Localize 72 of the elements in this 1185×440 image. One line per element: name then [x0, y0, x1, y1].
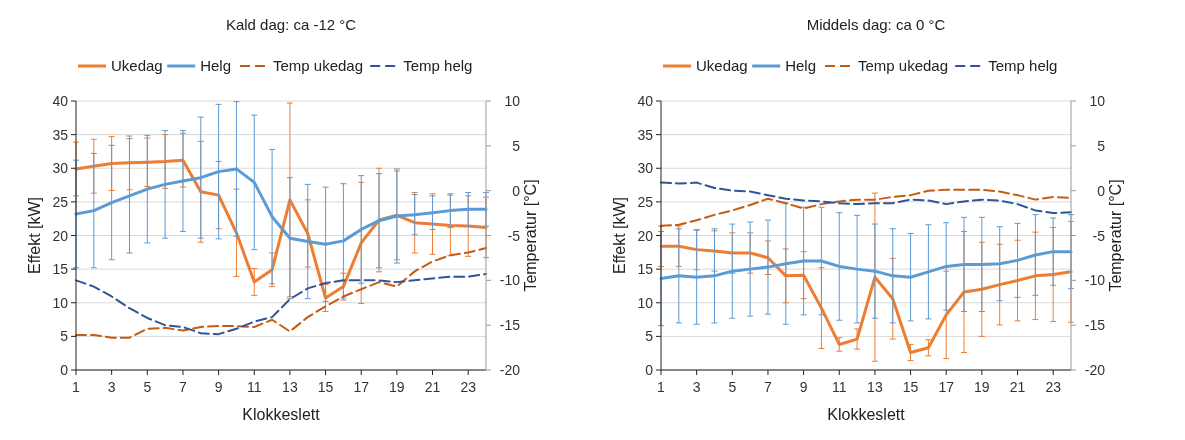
legend-label: Temp ukedag: [858, 57, 949, 74]
y2-tick-label: 5: [1097, 137, 1106, 154]
y2-tick-label: -10: [499, 272, 521, 289]
y-tick-label: 5: [645, 328, 654, 345]
x-tick-label: 19: [389, 379, 405, 395]
legend-label: Helg: [785, 57, 817, 74]
x-tick-label: 11: [831, 379, 847, 395]
y2-tick-label: -15: [1084, 317, 1106, 334]
y-tick-label: 15: [637, 261, 654, 278]
chart-title: Kald dag: ca -12 °C: [225, 16, 357, 33]
y2-tick-label: 5: [512, 137, 521, 154]
x-tick-label: 17: [353, 379, 370, 395]
y2-tick-label: 10: [1089, 93, 1106, 109]
legend-label: Temp helg: [988, 57, 1058, 74]
y-tick-label: 25: [637, 193, 654, 210]
y-tick-label: 0: [60, 362, 69, 378]
x-tick-label: 15: [317, 379, 334, 395]
x-tick-label: 13: [282, 379, 298, 395]
x-tick-label: 7: [179, 379, 188, 395]
legend-label: Ukedag: [696, 57, 748, 74]
y2-tick-label: -20: [1084, 362, 1106, 378]
x-tick-label: 23: [1045, 379, 1062, 395]
x-tick-label: 9: [799, 379, 808, 395]
y-tick-label: 15: [52, 261, 69, 278]
x-tick-label: 3: [692, 379, 701, 395]
y-tick-label: 10: [637, 294, 654, 311]
y-tick-label: 5: [60, 328, 69, 345]
x-axis-title: Klokkeslett: [827, 406, 906, 423]
y2-axis-title: Temperatur [°C]: [1107, 179, 1124, 292]
legend-label: Helg: [200, 57, 232, 74]
x-tick-label: 9: [214, 379, 223, 395]
y-tick-label: 35: [637, 126, 654, 143]
y2-tick-label: 0: [1097, 182, 1106, 199]
y2-tick-label: -5: [1092, 227, 1106, 244]
y-tick-label: 0: [645, 362, 654, 378]
x-tick-label: 21: [424, 379, 441, 395]
x-tick-label: 1: [657, 379, 666, 395]
y2-tick-label: 10: [504, 93, 521, 109]
y2-tick-label: 0: [512, 182, 521, 199]
y2-tick-label: -20: [499, 362, 521, 378]
x-tick-label: 3: [107, 379, 116, 395]
x-tick-label: 13: [867, 379, 883, 395]
x-tick-label: 5: [143, 379, 152, 395]
y-tick-label: 40: [52, 93, 69, 109]
x-tick-label: 15: [902, 379, 919, 395]
x-tick-label: 5: [728, 379, 737, 395]
y2-tick-label: -10: [1084, 272, 1106, 289]
x-tick-label: 23: [460, 379, 477, 395]
y-tick-label: 10: [52, 294, 69, 311]
x-tick-label: 19: [974, 379, 990, 395]
y-axis-title: Effekt [kW]: [611, 196, 628, 275]
x-axis-title: Klokkeslett: [242, 406, 321, 423]
chart-title: Middels dag: ca 0 °C: [806, 16, 946, 33]
y-tick-label: 30: [52, 160, 69, 177]
y-tick-label: 25: [52, 193, 69, 210]
y-tick-label: 20: [52, 227, 69, 244]
x-tick-label: 7: [764, 379, 773, 395]
y2-axis-title: Temperatur [°C]: [522, 179, 539, 292]
y-tick-label: 30: [637, 160, 654, 177]
x-tick-label: 17: [938, 379, 955, 395]
x-tick-label: 11: [246, 379, 262, 395]
y-tick-label: 40: [637, 93, 654, 109]
y-axis-title: Effekt [kW]: [26, 196, 43, 275]
legend-label: Temp helg: [403, 57, 473, 74]
legend-label: Temp ukedag: [273, 57, 364, 74]
y-tick-label: 20: [637, 227, 654, 244]
legend-label: Ukedag: [111, 57, 163, 74]
y-tick-label: 35: [52, 126, 69, 143]
x-tick-label: 21: [1009, 379, 1026, 395]
y2-tick-label: -5: [507, 227, 521, 244]
x-tick-label: 1: [72, 379, 81, 395]
y2-tick-label: -15: [499, 317, 521, 334]
